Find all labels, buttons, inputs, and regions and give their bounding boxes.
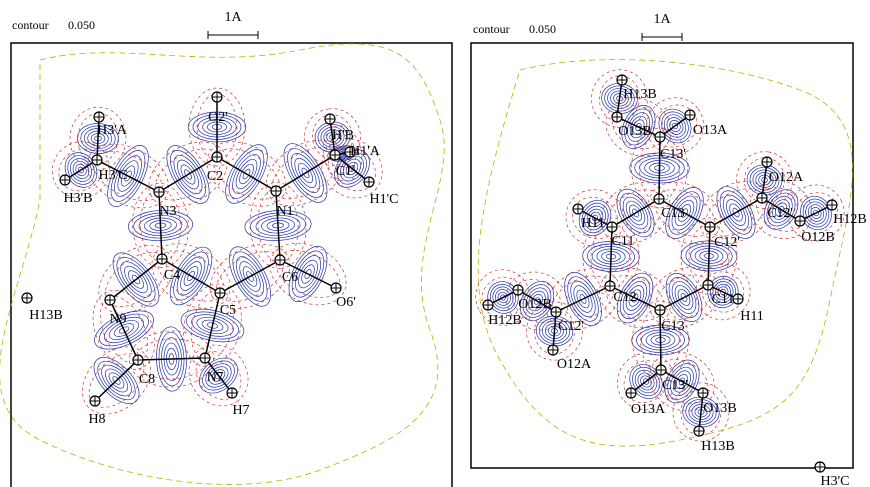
atom-label: C11 <box>712 292 735 307</box>
atom-label: H11 <box>740 309 764 324</box>
bond <box>95 360 138 401</box>
atom-label: H13B <box>701 439 734 454</box>
atom-label: C12 <box>613 290 636 305</box>
atom-label: H13B <box>623 87 656 102</box>
contour-label: contour <box>473 22 510 36</box>
atom-label: C12' <box>558 319 584 334</box>
atom-label: O13B <box>618 124 651 139</box>
bond <box>617 80 622 117</box>
atom-label: C1' <box>336 164 355 179</box>
atom-label: O12A <box>557 357 592 372</box>
atom-label: H3'C <box>821 474 850 487</box>
atom-label: H12B <box>833 212 866 227</box>
atom-label: C4 <box>164 268 180 283</box>
atom-label: O12B <box>801 230 834 245</box>
atom-label: C13' <box>660 147 686 162</box>
scale-label: 1A <box>224 10 242 25</box>
bond <box>138 358 205 360</box>
atom-label: C12' <box>714 235 740 250</box>
atom-label: O2' <box>208 110 228 125</box>
atom-label: H1'A <box>350 144 381 159</box>
atom-label: C13' <box>662 378 688 393</box>
figure: O2' C2 N3 N1 C4 C6 C5 N9 C8 N7 H8 H7 O6' H3'A H3'C H3'B… <box>0 0 870 487</box>
atom-label: O12B <box>518 297 551 312</box>
contour-label: contour <box>12 18 49 32</box>
atom-label: O13A <box>631 402 666 417</box>
atom-label: C5 <box>220 303 236 318</box>
atom-label: O6' <box>336 295 356 310</box>
atom-label: C13 <box>661 206 684 221</box>
left-frame <box>11 43 452 487</box>
scale-label: 1A <box>653 12 671 27</box>
atom-label: H1'C <box>370 192 399 207</box>
contour-value: 0.050 <box>68 18 95 32</box>
atom-label: C6 <box>282 270 298 285</box>
atom-label: N1 <box>276 204 293 219</box>
atom-label: C8 <box>139 372 155 387</box>
atom-label: H3'B <box>64 191 93 206</box>
atom-label: O13A <box>693 123 728 138</box>
atom-label: H3'C <box>99 168 128 183</box>
atom-label: C12' <box>767 206 793 221</box>
bond <box>556 286 610 312</box>
atom-label: H7 <box>232 403 249 418</box>
atom-label: H'B <box>332 128 354 143</box>
atom-label: N3 <box>159 204 176 219</box>
atom-label: H13B <box>29 308 62 323</box>
atom-label: H11 <box>581 216 605 231</box>
bond <box>553 312 556 350</box>
bond <box>710 198 762 227</box>
bond <box>65 160 97 180</box>
atom-label: N7 <box>206 370 223 385</box>
atom-label: O12A <box>769 170 804 185</box>
atom-label: H8 <box>88 412 105 427</box>
atom-label: C13 <box>661 319 684 334</box>
atom-label: N9 <box>109 312 126 327</box>
contour-value: 0.050 <box>529 22 556 36</box>
contours <box>0 44 854 485</box>
atom-label: H3'A <box>97 123 128 138</box>
bond <box>110 300 138 360</box>
bond <box>660 285 708 310</box>
atom-label: C11 <box>612 234 635 249</box>
atom-label: H12B <box>488 313 521 328</box>
atom-label: C2 <box>207 169 223 184</box>
atom-label: O13B <box>703 401 736 416</box>
